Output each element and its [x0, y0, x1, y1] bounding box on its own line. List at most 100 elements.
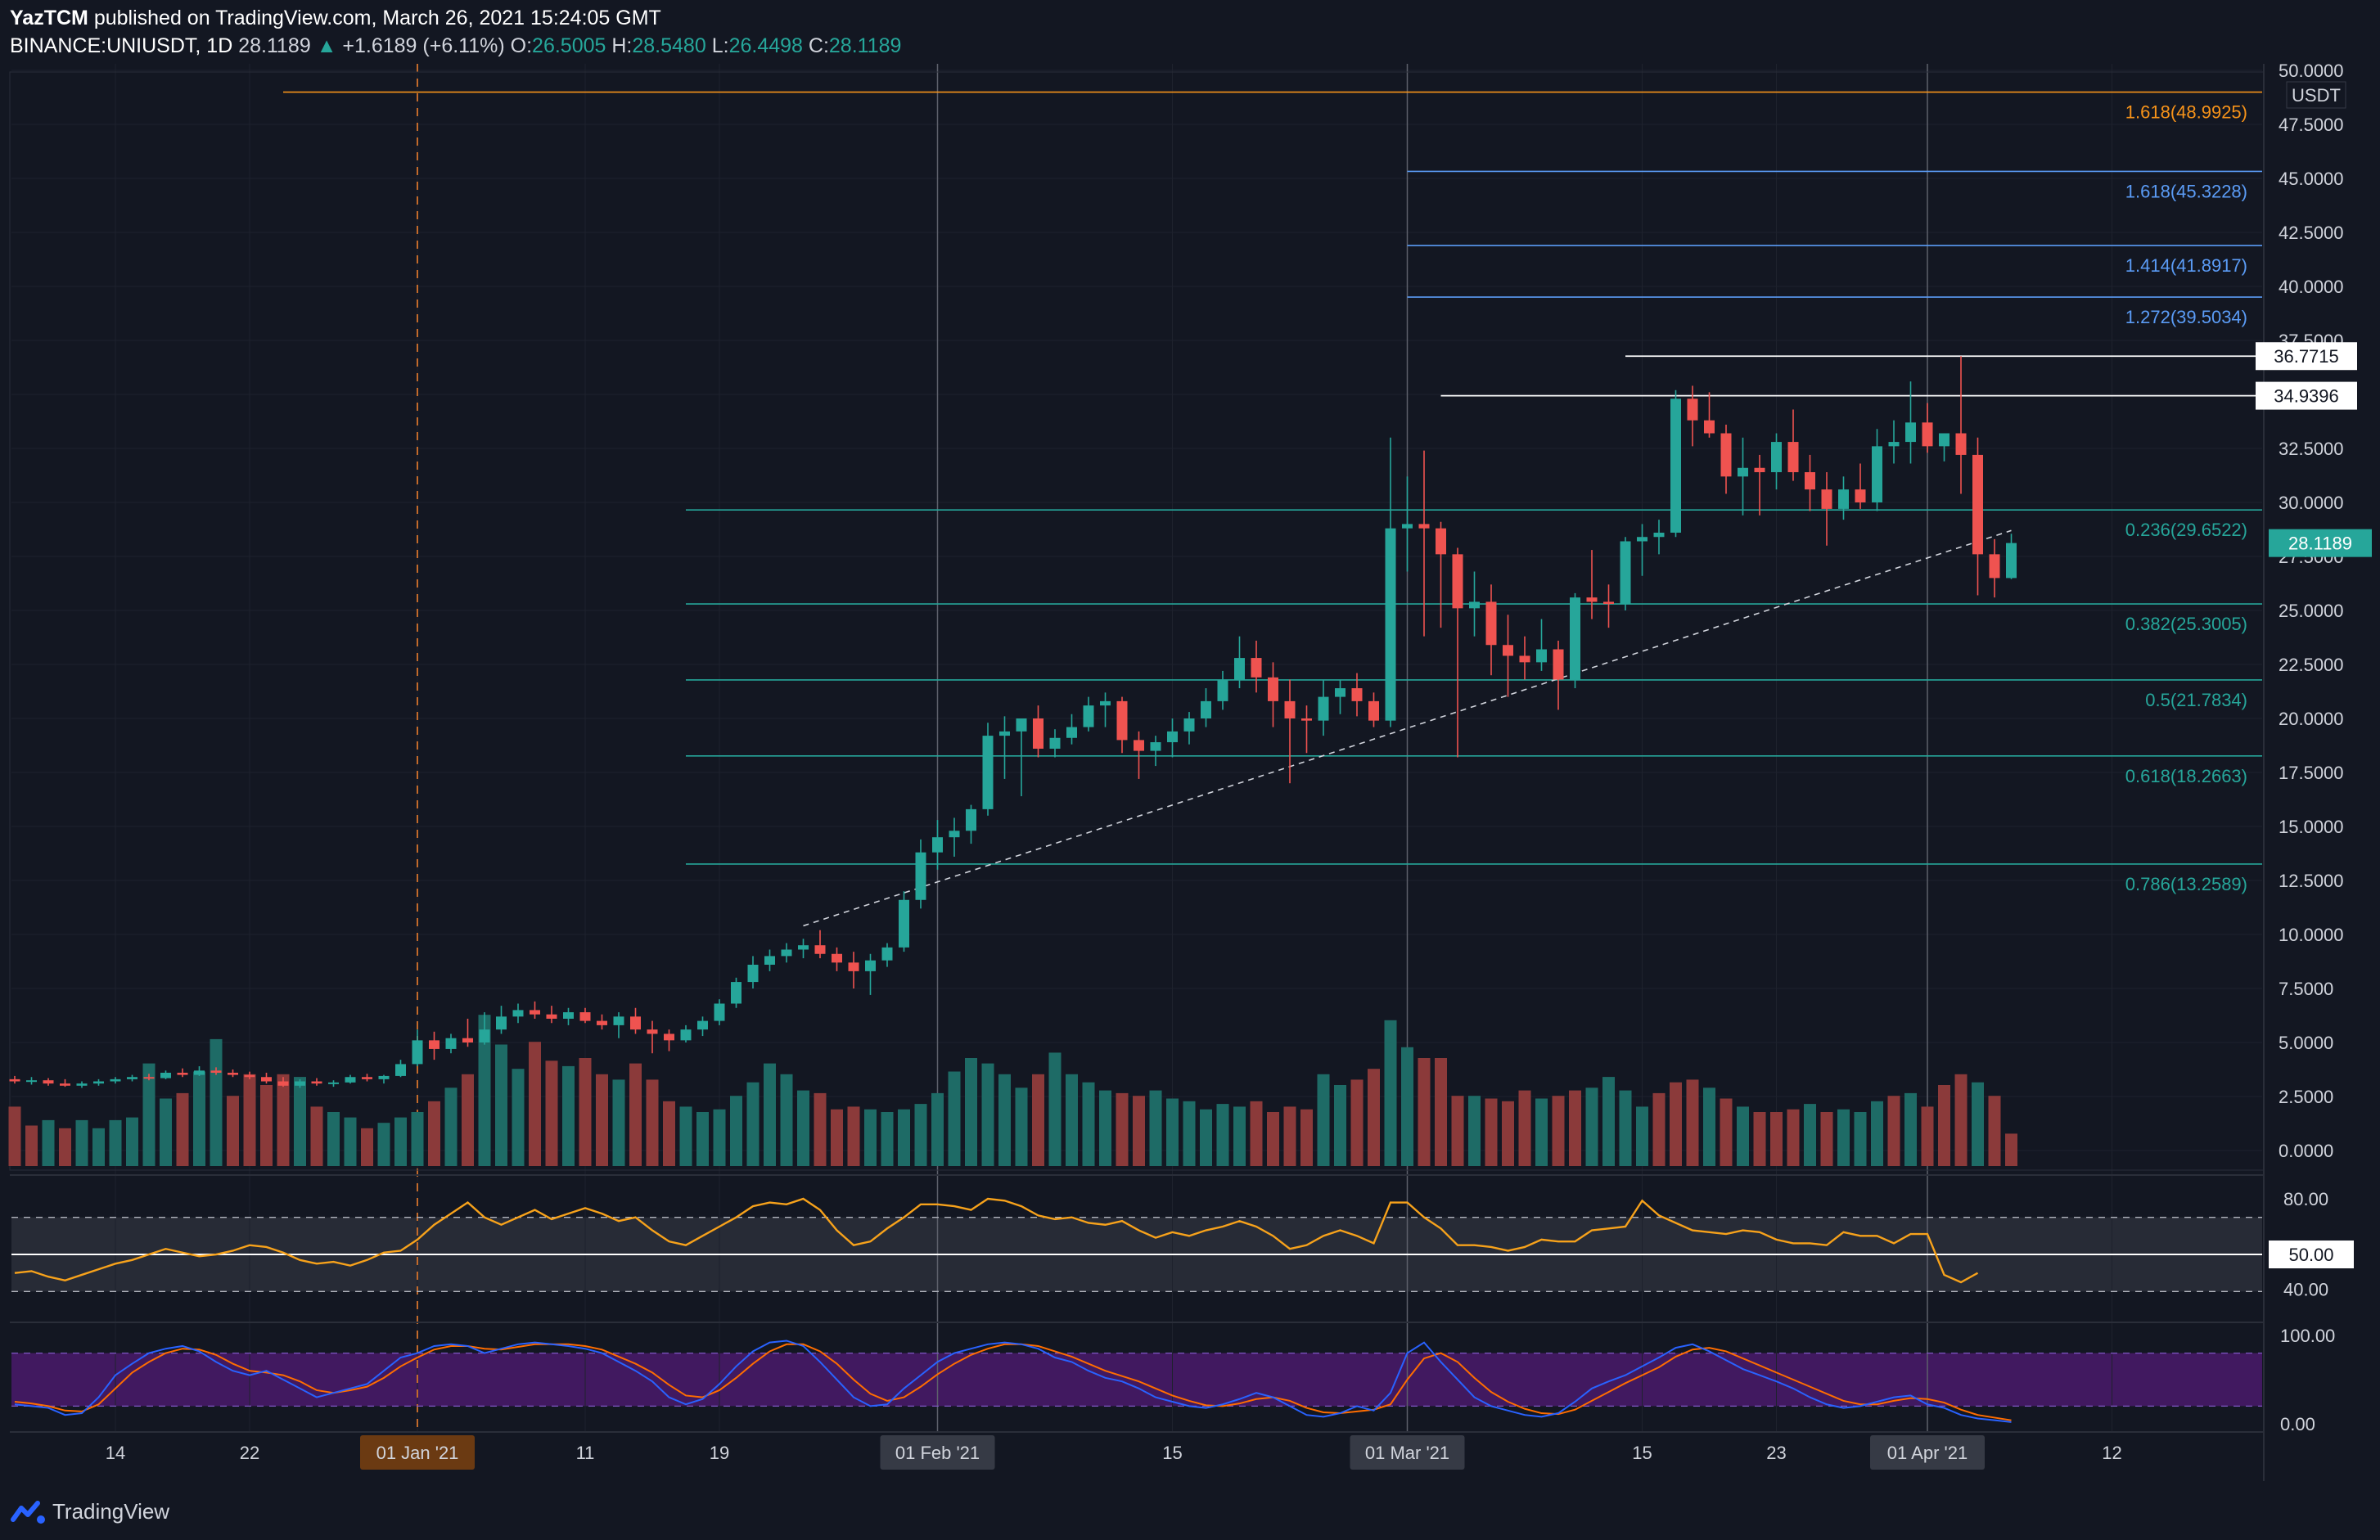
price-tick-label: 25.0000 — [2279, 601, 2344, 621]
tradingview-logo[interactable]: TradingView — [10, 1499, 169, 1524]
price-tick-label: 45.0000 — [2279, 169, 2344, 189]
volume-bar — [1149, 1090, 1162, 1166]
candle-body — [781, 949, 792, 957]
tradingview-logo-icon — [11, 1500, 45, 1524]
time-tick-label: 11 — [576, 1443, 595, 1463]
candle-body — [1368, 700, 1379, 721]
candle-body — [982, 736, 994, 809]
price-tick-label: 0.0000 — [2279, 1141, 2333, 1161]
volume-bar — [1267, 1112, 1279, 1166]
volume-bar — [394, 1117, 407, 1166]
last-price-box — [2269, 529, 2372, 557]
volume-bar — [1216, 1104, 1229, 1166]
volume-bar — [310, 1106, 323, 1166]
volume-bar — [1921, 1106, 1934, 1166]
candle-body — [462, 1038, 473, 1042]
candle-body — [932, 837, 943, 853]
volume-bar — [227, 1096, 239, 1166]
change-arrow-icon: ▲ — [316, 34, 337, 57]
volume-bar — [1652, 1092, 1666, 1166]
price-change: +1.6189 (+6.11%) — [342, 34, 505, 57]
candle-body — [1301, 718, 1312, 721]
volume-bar — [529, 1042, 541, 1166]
candle-body — [949, 831, 960, 838]
volume-bar — [596, 1074, 608, 1166]
volume-bar — [663, 1101, 675, 1166]
close-label: C: — [808, 34, 829, 57]
price-tick-label: 7.5000 — [2279, 979, 2333, 999]
candle-body — [1016, 718, 1027, 732]
candles — [9, 356, 2017, 1088]
time-label-box — [880, 1435, 995, 1470]
candle-body — [848, 962, 859, 971]
candle-body — [1620, 541, 1631, 605]
volume-bar — [327, 1112, 340, 1166]
author-name[interactable]: YazTCM — [10, 7, 88, 29]
volume-bar — [1032, 1074, 1044, 1166]
price-tick-label: 12.5000 — [2279, 871, 2344, 891]
candle-body — [597, 1020, 607, 1025]
candle-body — [1183, 718, 1195, 732]
fib-label: 0.236(29.6522) — [2125, 520, 2247, 540]
candle-body — [1553, 649, 1564, 680]
fib-label: 0.786(13.2589) — [2125, 874, 2247, 894]
candle-body — [1838, 489, 1849, 509]
volume-bar — [1988, 1096, 2001, 1166]
fib-label: 0.5(21.7834) — [2145, 690, 2247, 710]
published-text: published on TradingView.com, March 26, … — [93, 7, 661, 29]
volume-bar — [260, 1085, 273, 1166]
volume-bar — [294, 1077, 306, 1166]
candle-body — [798, 945, 809, 950]
volume-bar — [1451, 1096, 1464, 1166]
candle-body — [1905, 422, 1916, 443]
volume-bar — [1368, 1069, 1380, 1166]
candle-body — [244, 1074, 255, 1078]
candle-body — [530, 1010, 540, 1015]
volume-bar — [1133, 1096, 1145, 1166]
volume-bar — [1283, 1106, 1296, 1166]
time-label-box — [360, 1435, 475, 1470]
candle-body — [1234, 658, 1245, 680]
candle-body — [1888, 442, 1900, 447]
volume-bar — [1350, 1079, 1364, 1166]
candle-body — [1351, 688, 1363, 701]
candle-body — [1083, 705, 1094, 727]
volume-bar — [981, 1063, 994, 1166]
volume-bar — [1334, 1085, 1346, 1166]
candle-body — [899, 899, 909, 948]
high-value: 28.5480 — [632, 34, 706, 57]
candle-body — [1452, 554, 1463, 609]
volume-bar — [1737, 1106, 1749, 1166]
open-label: O: — [510, 34, 533, 57]
fibonacci-levels: 1.618(48.9925) 1.618(45.3228) 1.414(41.891… — [283, 91, 2262, 894]
volume-bar — [411, 1112, 424, 1166]
candle-body — [76, 1083, 88, 1086]
volume-bar — [495, 1044, 507, 1166]
volume-bar — [814, 1092, 827, 1166]
volume-bar — [1502, 1101, 1514, 1166]
candle-body — [1284, 700, 1296, 718]
candle-body — [697, 1020, 708, 1030]
volume-bar — [831, 1109, 843, 1166]
time-tick-label: 01 Jan '21 — [376, 1443, 459, 1463]
time-tick-label: 19 — [710, 1443, 729, 1463]
volume-bar — [1015, 1087, 1028, 1166]
price-tick-label: 30.0000 — [2279, 493, 2344, 513]
publish-info: YazTCM published on TradingView.com, Mar… — [10, 7, 661, 30]
price-tick-label: 32.5000 — [2279, 439, 2344, 459]
candle-body — [966, 808, 976, 831]
candle-body — [311, 1081, 322, 1084]
candle-body — [1653, 532, 1665, 538]
candle-body — [479, 1029, 490, 1042]
candle-body — [328, 1082, 339, 1084]
volume-bar — [142, 1063, 156, 1166]
volume-bar — [109, 1119, 122, 1166]
volume-bar — [545, 1060, 558, 1166]
time-tick-label: 01 Apr '21 — [1887, 1443, 1968, 1463]
volume-bar — [746, 1082, 760, 1166]
candle-body — [1955, 433, 1967, 455]
volume-bar — [1686, 1079, 1699, 1166]
volume-bar — [1552, 1096, 1565, 1166]
candle-body — [210, 1070, 222, 1073]
